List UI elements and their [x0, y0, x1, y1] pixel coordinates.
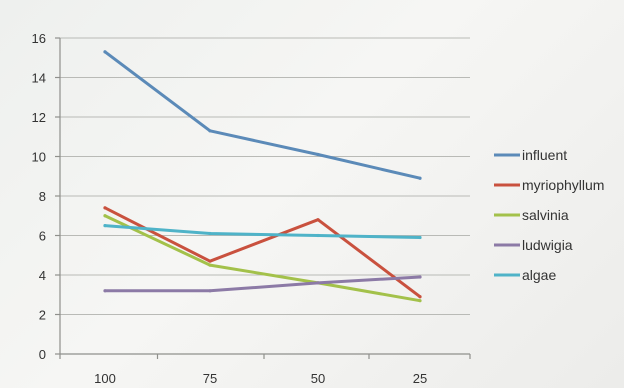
- series-line-ludwigia: [103, 275, 422, 293]
- legend-label-algae: algae: [522, 267, 556, 283]
- y-tick-label: 6: [39, 229, 46, 244]
- data-point-algae: [208, 231, 212, 236]
- y-tick-label: 10: [32, 150, 46, 165]
- data-point-salvinia: [418, 299, 422, 303]
- y-tick-label: 12: [32, 110, 46, 125]
- data-point-myriophyllum: [208, 259, 212, 263]
- y-tick-label: 16: [32, 31, 46, 46]
- data-point-influent: [103, 50, 107, 54]
- legend-label-influent: influent: [522, 147, 567, 163]
- legend-label-ludwigia: ludwigia: [522, 237, 573, 253]
- series-line-salvinia: [103, 214, 422, 303]
- data-point-myriophyllum: [316, 218, 320, 222]
- data-point-algae: [316, 233, 320, 238]
- x-tick-label: 25: [413, 371, 427, 386]
- legend-label-myriophyllum: myriophyllum: [522, 177, 604, 193]
- data-point-ludwigia: [418, 275, 422, 279]
- data-point-salvinia: [103, 214, 107, 218]
- data-point-ludwigia: [316, 281, 320, 285]
- legend: influent myriophyllum salvinia ludwigia alga…: [494, 147, 604, 283]
- data-point-influent: [418, 176, 422, 180]
- x-tick-label: 100: [94, 371, 116, 386]
- legend-label-salvinia: salvinia: [522, 207, 569, 223]
- series-lines: [103, 50, 422, 303]
- data-point-algae: [418, 235, 422, 240]
- data-point-myriophyllum: [418, 295, 422, 299]
- axes: 0 2 4 6 8 10 12 14 16 100 75 50 25: [32, 31, 471, 386]
- data-point-influent: [208, 129, 212, 133]
- series-line-myriophyllum: [103, 206, 422, 299]
- y-tick-label: 0: [39, 347, 46, 362]
- series-line-influent: [103, 50, 422, 180]
- data-point-algae: [103, 224, 107, 228]
- y-tick-label: 2: [39, 308, 46, 323]
- x-tick-label: 75: [203, 371, 217, 386]
- data-point-myriophyllum: [103, 206, 107, 210]
- data-point-influent: [316, 152, 320, 157]
- y-tick-label: 8: [39, 189, 46, 204]
- data-point-salvinia: [208, 263, 212, 267]
- data-point-ludwigia: [208, 289, 212, 293]
- x-tick-label: 50: [311, 371, 325, 386]
- y-tick-label: 14: [32, 71, 46, 86]
- y-tick-label: 4: [39, 268, 46, 283]
- series-line-algae: [103, 224, 422, 239]
- data-point-ludwigia: [103, 289, 107, 293]
